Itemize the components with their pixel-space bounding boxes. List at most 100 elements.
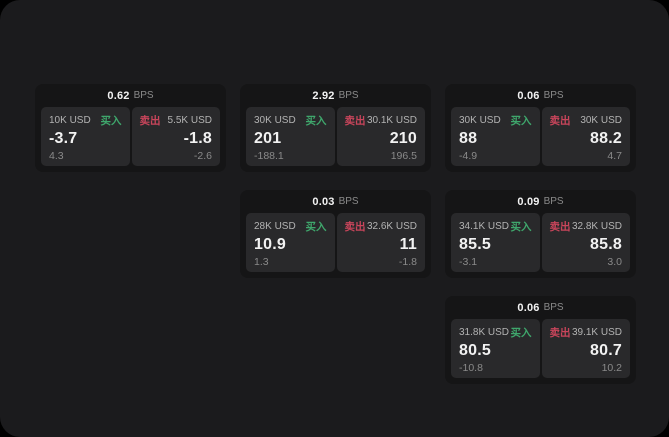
quote-tiles: 31.8K USD 买入 80.5 -10.8 卖出 39.1K USD 80.…: [445, 317, 636, 384]
sell-size: 30K USD: [580, 115, 622, 126]
sell-sub-value: 10.2: [601, 361, 622, 374]
quote-card: 0.06 BPS 30K USD 买入 88 -4.9 卖出 30K USD 8…: [445, 84, 636, 172]
spread-unit-label: BPS: [543, 196, 564, 207]
sell-price: 88.2: [590, 130, 622, 148]
sell-price: 80.7: [590, 342, 622, 360]
spread-header: 0.06 BPS: [445, 296, 636, 317]
buy-sub-value: 4.3: [49, 149, 64, 162]
quote-card: 0.62 BPS 10K USD 买入 -3.7 4.3 卖出 5.5K USD…: [35, 84, 226, 172]
buy-size: 30K USD: [459, 115, 501, 126]
sell-tile-header: 卖出 32.6K USD: [345, 219, 418, 234]
buy-sub-value: -3.1: [459, 255, 478, 268]
spread-value: 0.06: [517, 301, 540, 314]
buy-side-label: 买入: [305, 115, 327, 127]
spread-header: 0.06 BPS: [445, 84, 636, 105]
sell-sub-value: -2.6: [193, 149, 212, 162]
spread-unit-label: BPS: [338, 90, 359, 101]
buy-quote-tile[interactable]: 30K USD 买入 201 -188.1: [246, 107, 335, 166]
spread-header: 0.62 BPS: [35, 84, 226, 105]
spread-value: 0.09: [517, 195, 540, 208]
buy-size: 10K USD: [49, 115, 91, 126]
spread-header: 0.09 BPS: [445, 190, 636, 211]
buy-side-label: 买入: [510, 221, 532, 233]
sell-side-label: 卖出: [139, 115, 161, 127]
quote-card: 2.92 BPS 30K USD 买入 201 -188.1 卖出 30.1K …: [240, 84, 431, 172]
buy-side-label: 买入: [510, 327, 532, 339]
sell-quote-tile[interactable]: 卖出 30K USD 88.2 4.7: [541, 107, 630, 166]
buy-tile-header: 34.1K USD 买入: [459, 219, 532, 234]
spread-unit-label: BPS: [543, 90, 564, 101]
spread-value: 0.06: [517, 89, 540, 102]
quote-card-grid: 0.62 BPS 10K USD 买入 -3.7 4.3 卖出 5.5K USD…: [35, 84, 636, 384]
sell-side-label: 卖出: [549, 115, 571, 127]
buy-quote-tile[interactable]: 30K USD 买入 88 -4.9: [451, 107, 540, 166]
sell-sub-value: 196.5: [390, 149, 417, 162]
spread-unit-label: BPS: [133, 90, 154, 101]
sell-quote-tile[interactable]: 卖出 32.8K USD 85.8 3.0: [541, 213, 630, 272]
buy-side-label: 买入: [305, 221, 327, 233]
sell-tile-header: 卖出 32.8K USD: [550, 219, 623, 234]
buy-tile-header: 28K USD 买入: [254, 219, 327, 234]
sell-size: 39.1K USD: [571, 327, 622, 338]
sell-quote-tile[interactable]: 卖出 39.1K USD 80.7 10.2: [541, 319, 630, 378]
buy-side-label: 买入: [510, 115, 532, 127]
sell-tile-header: 卖出 30K USD: [550, 113, 623, 128]
sell-size: 32.6K USD: [366, 221, 417, 232]
sell-side-label: 卖出: [549, 327, 571, 339]
spread-value: 0.03: [312, 195, 335, 208]
sell-tile-header: 卖出 30.1K USD: [345, 113, 418, 128]
sell-size: 32.8K USD: [571, 221, 622, 232]
sell-side-label: 卖出: [344, 221, 366, 233]
quote-tiles: 30K USD 买入 201 -188.1 卖出 30.1K USD 210 1…: [240, 105, 431, 172]
spread-value: 2.92: [312, 89, 335, 102]
buy-quote-tile[interactable]: 34.1K USD 买入 85.5 -3.1: [451, 213, 540, 272]
sell-quote-tile[interactable]: 卖出 30.1K USD 210 196.5: [336, 107, 425, 166]
buy-price: 88: [459, 130, 478, 148]
spread-unit-label: BPS: [338, 196, 359, 207]
sell-sub-value: -1.8: [398, 255, 417, 268]
buy-size: 28K USD: [254, 221, 296, 232]
quote-card: 0.06 BPS 31.8K USD 买入 80.5 -10.8 卖出 39.1…: [445, 296, 636, 384]
buy-side-label: 买入: [100, 115, 122, 127]
buy-tile-header: 30K USD 买入: [254, 113, 327, 128]
quote-card: 0.03 BPS 28K USD 买入 10.9 1.3 卖出 32.6K US…: [240, 190, 431, 278]
quote-tiles: 10K USD 买入 -3.7 4.3 卖出 5.5K USD -1.8 -2.…: [35, 105, 226, 172]
sell-sub-value: 4.7: [607, 149, 622, 162]
sell-tile-header: 卖出 39.1K USD: [550, 325, 623, 340]
buy-size: 30K USD: [254, 115, 296, 126]
buy-sub-value: -10.8: [459, 361, 483, 374]
buy-tile-header: 31.8K USD 买入: [459, 325, 532, 340]
sell-side-label: 卖出: [549, 221, 571, 233]
spread-value: 0.62: [107, 89, 130, 102]
spread-header: 0.03 BPS: [240, 190, 431, 211]
sell-tile-header: 卖出 5.5K USD: [140, 113, 213, 128]
spread-unit-label: BPS: [543, 302, 564, 313]
buy-quote-tile[interactable]: 10K USD 买入 -3.7 4.3: [41, 107, 130, 166]
buy-price: 201: [254, 130, 282, 148]
quote-card: 0.09 BPS 34.1K USD 买入 85.5 -3.1 卖出 32.8K…: [445, 190, 636, 278]
sell-size: 5.5K USD: [167, 115, 212, 126]
buy-size: 34.1K USD: [459, 221, 510, 232]
buy-price: 80.5: [459, 342, 491, 360]
sell-price: 85.8: [590, 236, 622, 254]
buy-quote-tile[interactable]: 31.8K USD 买入 80.5 -10.8: [451, 319, 540, 378]
sell-price: -1.8: [183, 130, 212, 148]
sell-size: 30.1K USD: [366, 115, 417, 126]
buy-quote-tile[interactable]: 28K USD 买入 10.9 1.3: [246, 213, 335, 272]
buy-tile-header: 10K USD 买入: [49, 113, 122, 128]
quote-tiles: 28K USD 买入 10.9 1.3 卖出 32.6K USD 11 -1.8: [240, 211, 431, 278]
buy-sub-value: -188.1: [254, 149, 284, 162]
buy-price: 85.5: [459, 236, 491, 254]
quote-tiles: 34.1K USD 买入 85.5 -3.1 卖出 32.8K USD 85.8…: [445, 211, 636, 278]
sell-price: 210: [389, 130, 417, 148]
buy-price: -3.7: [49, 130, 78, 148]
quote-tiles: 30K USD 买入 88 -4.9 卖出 30K USD 88.2 4.7: [445, 105, 636, 172]
spread-header: 2.92 BPS: [240, 84, 431, 105]
sell-quote-tile[interactable]: 卖出 32.6K USD 11 -1.8: [336, 213, 425, 272]
sell-sub-value: 3.0: [607, 255, 622, 268]
buy-tile-header: 30K USD 买入: [459, 113, 532, 128]
buy-sub-value: 1.3: [254, 255, 269, 268]
buy-sub-value: -4.9: [459, 149, 478, 162]
sell-quote-tile[interactable]: 卖出 5.5K USD -1.8 -2.6: [131, 107, 220, 166]
